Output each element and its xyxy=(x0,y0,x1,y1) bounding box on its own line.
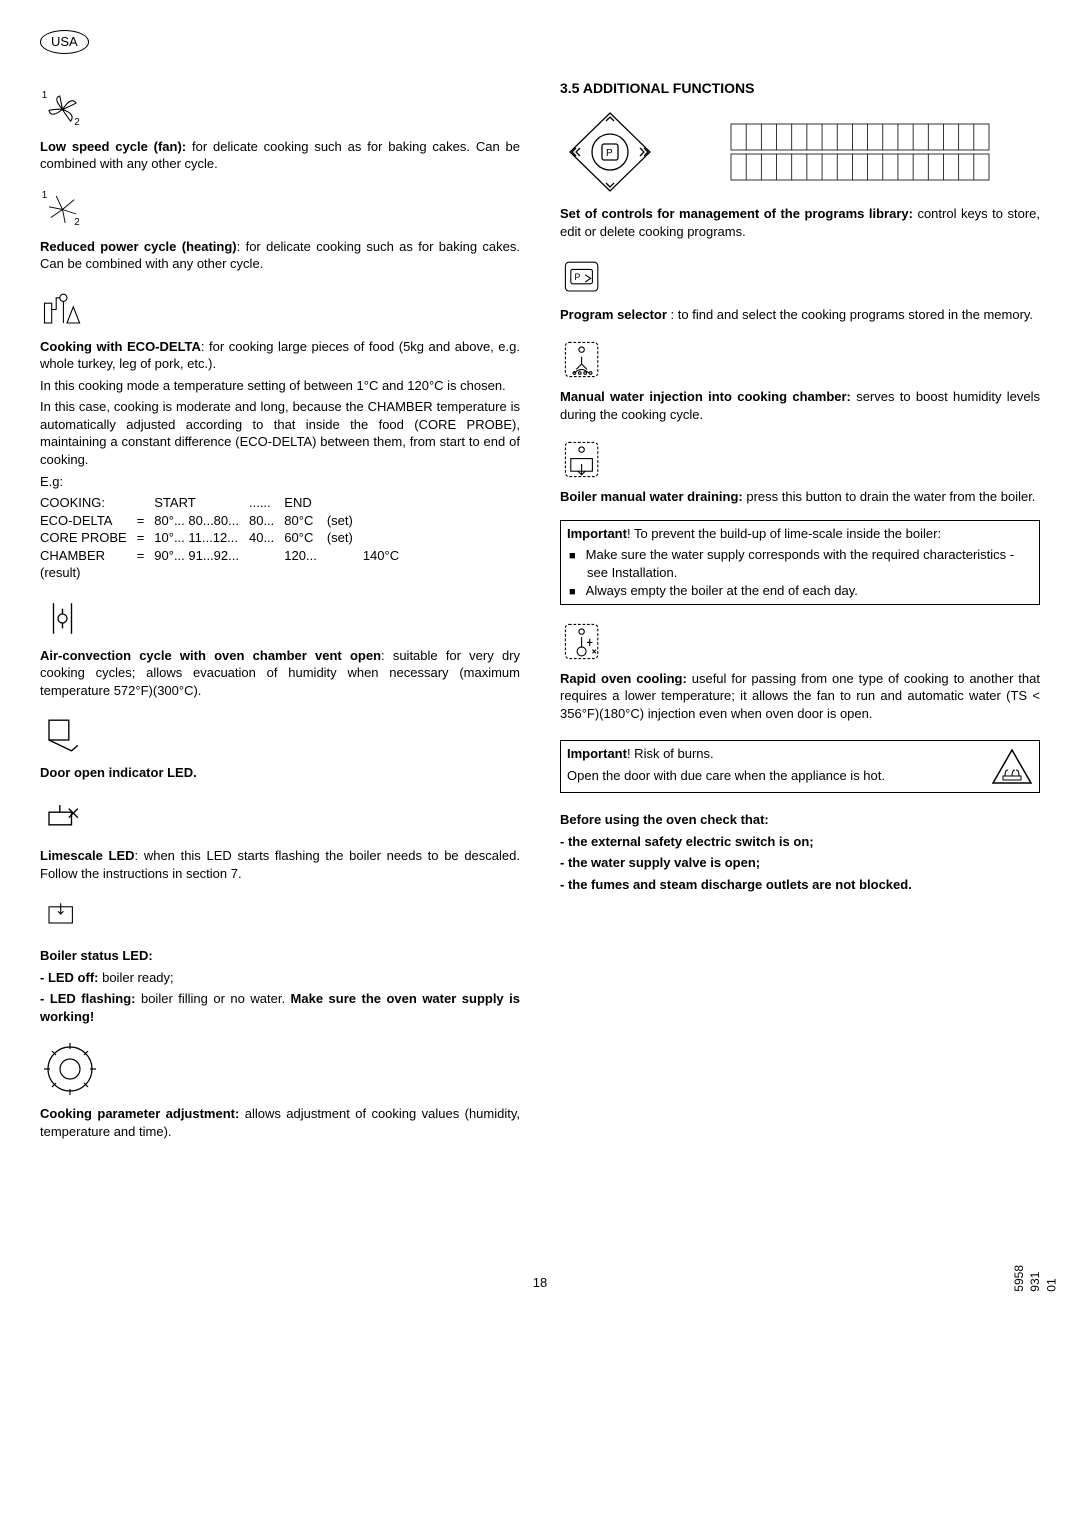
region-badge: USA xyxy=(40,30,89,54)
fan-section: 12 Low speed cycle (fan): for delicate c… xyxy=(40,87,520,173)
eco-eg: E.g: xyxy=(40,473,520,491)
footer: 18 5958 931 01 xyxy=(40,1274,1040,1292)
eco-title: Cooking with ECO-DELTA xyxy=(40,339,201,354)
cool-title: Rapid oven cooling: xyxy=(560,671,687,686)
imp2-lead: Important xyxy=(567,746,627,761)
display-grid-icon xyxy=(680,122,1040,182)
prog-section: P Program selector : to find and select … xyxy=(560,255,1040,324)
eco-p1: In this cooking mode a temperature setti… xyxy=(40,377,520,395)
boiler-icon xyxy=(40,896,85,941)
knob-section: Cooking parameter adjustment: allows adj… xyxy=(40,1039,520,1140)
prog-icon: P xyxy=(560,255,605,300)
svg-text:2: 2 xyxy=(74,116,80,127)
doc-number: 5958 931 01 xyxy=(1011,1265,1060,1292)
svg-text:P: P xyxy=(606,148,613,159)
eco-p2: In this case, cooking is moderate and lo… xyxy=(40,398,520,468)
before-l3: - the fumes and steam discharge outlets … xyxy=(560,877,912,892)
controls-row: P xyxy=(560,107,1040,197)
vent-icon xyxy=(40,596,85,641)
svg-text:1: 1 xyxy=(42,89,48,100)
svg-text:P: P xyxy=(574,272,580,282)
drain-title: Boiler manual water draining: xyxy=(560,489,743,504)
door-icon xyxy=(40,713,85,758)
drain-text: press this button to drain the water fro… xyxy=(743,489,1036,504)
inject-section: Manual water injection into cooking cham… xyxy=(560,337,1040,423)
nav-pad-icon: P xyxy=(560,107,660,197)
lime-section: Limescale LED: when this LED starts flas… xyxy=(40,796,520,882)
left-column: 12 Low speed cycle (fan): for delicate c… xyxy=(40,79,520,1155)
before-l1: - the external safety electric switch is… xyxy=(560,834,814,849)
prog-title: Program selector xyxy=(560,307,671,322)
reduced-title: Reduced power cycle (heating) xyxy=(40,239,237,254)
imp1-text: ! To prevent the build-up of lime-scale … xyxy=(627,526,941,541)
imp1-b2: Always empty the boiler at the end of ea… xyxy=(569,582,1033,600)
drain-section: Boiler manual water draining: press this… xyxy=(560,437,1040,506)
reduced-section: 12 Reduced power cycle (heating): for de… xyxy=(40,187,520,273)
lime-title: Limescale LED xyxy=(40,848,135,863)
cool-icon xyxy=(560,619,605,664)
boiler-l1a: - LED off: xyxy=(40,970,98,985)
eco-icon xyxy=(40,287,85,332)
fan-title: Low speed cycle (fan): xyxy=(40,139,186,154)
reduced-icon: 12 xyxy=(40,187,85,232)
eco-section: Cooking with ECO-DELTA: for cooking larg… xyxy=(40,287,520,582)
important-burn-box: Important! Risk of burns. Open the door … xyxy=(560,740,1040,793)
page-number: 18 xyxy=(533,1274,547,1292)
right-column: 3.5 ADDITIONAL FUNCTIONS P Set of contro… xyxy=(560,79,1040,1155)
knob-title: Cooking parameter adjustment: xyxy=(40,1106,239,1121)
before-title: Before using the oven check that: xyxy=(560,812,769,827)
vent-section: Air-convection cycle with oven chamber v… xyxy=(40,596,520,700)
imp1-b1: Make sure the water supply corresponds w… xyxy=(569,546,1033,581)
warning-icon xyxy=(991,748,1033,786)
before-l2: - the water supply valve is open; xyxy=(560,855,760,870)
boiler-l1b: boiler ready; xyxy=(98,970,173,985)
boiler-title: Boiler status LED: xyxy=(40,948,153,963)
boiler-section: Boiler status LED: - LED off: boiler rea… xyxy=(40,896,520,1025)
svg-text:1: 1 xyxy=(42,189,48,200)
imp2-t2: Open the door with due care when the app… xyxy=(567,767,983,785)
door-section: Door open indicator LED. xyxy=(40,713,520,782)
boiler-l2b: boiler filling or no water. xyxy=(135,991,290,1006)
before-section: Before using the oven check that: - the … xyxy=(560,811,1040,893)
vent-title: Air-convection cycle with oven chamber v… xyxy=(40,648,381,663)
prog-text: : to find and select the cooking program… xyxy=(671,307,1034,322)
inject-icon xyxy=(560,337,605,382)
knob-icon xyxy=(40,1039,100,1099)
additional-heading: 3.5 ADDITIONAL FUNCTIONS xyxy=(560,79,1040,98)
inject-title: Manual water injection into cooking cham… xyxy=(560,389,851,404)
boiler-l2a: - LED flashing: xyxy=(40,991,135,1006)
imp1-lead: Important xyxy=(567,526,627,541)
fan-icon: 12 xyxy=(40,87,85,132)
cool-section: Rapid oven cooling: useful for passing f… xyxy=(560,619,1040,723)
door-title: Door open indicator LED. xyxy=(40,765,197,780)
content-columns: 12 Low speed cycle (fan): for delicate c… xyxy=(40,79,1040,1155)
important-lime-box: Important! To prevent the build-up of li… xyxy=(560,520,1040,605)
svg-text:2: 2 xyxy=(74,216,80,227)
eco-table: COOKING:START......ENDECO-DELTA=80°... 8… xyxy=(40,494,409,582)
drain-icon xyxy=(560,437,605,482)
lime-icon xyxy=(40,796,85,841)
ctrl-title: Set of controls for management of the pr… xyxy=(560,206,913,221)
imp2-t1: ! Risk of burns. xyxy=(627,746,714,761)
